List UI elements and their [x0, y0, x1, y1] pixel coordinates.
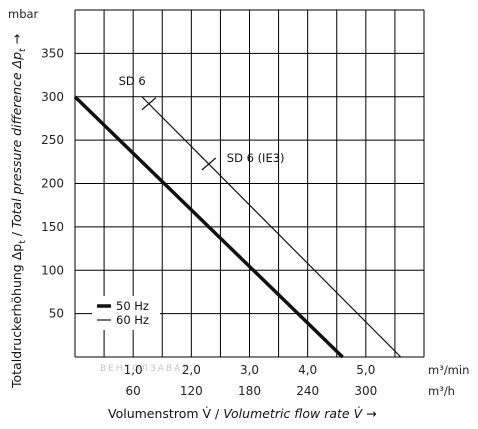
x-tick-label: 2,0 [182, 363, 201, 377]
x-tick-label-secondary: 240 [296, 384, 319, 398]
annotation-marker [141, 97, 157, 111]
annotations: SD 6 SD 6 (IE3) [119, 74, 285, 171]
series-lines [73, 95, 402, 359]
legend-label: 50 Hz [116, 299, 149, 313]
annotation-label: SD 6 [119, 74, 146, 88]
x-tick-label: 5,0 [356, 363, 375, 377]
watermark: ВЕНТОЛЗАВАЛ [100, 364, 191, 374]
y-tick-label: 250 [41, 133, 64, 147]
legend-label: 60 Hz [116, 313, 149, 327]
x-unit-primary-label: m³/min [428, 363, 469, 377]
tick-labels: 50 100 150 200 250 300 350 1,0 2,0 3,0 4,0 5,0 60 120… [41, 46, 377, 398]
y-tick-label: 150 [41, 220, 64, 234]
x-tick-label-secondary: 120 [180, 384, 203, 398]
y-tick-label: 350 [41, 46, 64, 60]
x-tick-label-secondary: 60 [126, 384, 141, 398]
x-tick-label: 1,0 [124, 363, 143, 377]
y-tick-label: 100 [41, 263, 64, 277]
x-unit-secondary-label: m³/h [428, 384, 455, 398]
x-tick-label-secondary: 180 [238, 384, 261, 398]
annotation-marker [201, 157, 217, 171]
y-unit-label: mbar [8, 7, 39, 21]
grid [74, 9, 425, 358]
x-tick-label: 4,0 [298, 363, 317, 377]
y-tick-label: 50 [49, 307, 64, 321]
y-tick-label: 300 [41, 90, 64, 104]
series-line-50-hz [73, 95, 344, 359]
annotation-label: SD 6 (IE3) [227, 151, 285, 165]
legend-background [92, 296, 160, 330]
series-line-60-hz [141, 96, 402, 358]
x-tick-label: 3,0 [240, 363, 259, 377]
y-tick-label: 200 [41, 177, 64, 191]
x-tick-label-secondary: 300 [354, 384, 377, 398]
x-axis-title: Volumenstrom V̇ / Volumetric flow rate V… [108, 406, 377, 421]
y-axis-title: Totaldruckerhöhung Δpt / Total pressure … [9, 34, 28, 389]
